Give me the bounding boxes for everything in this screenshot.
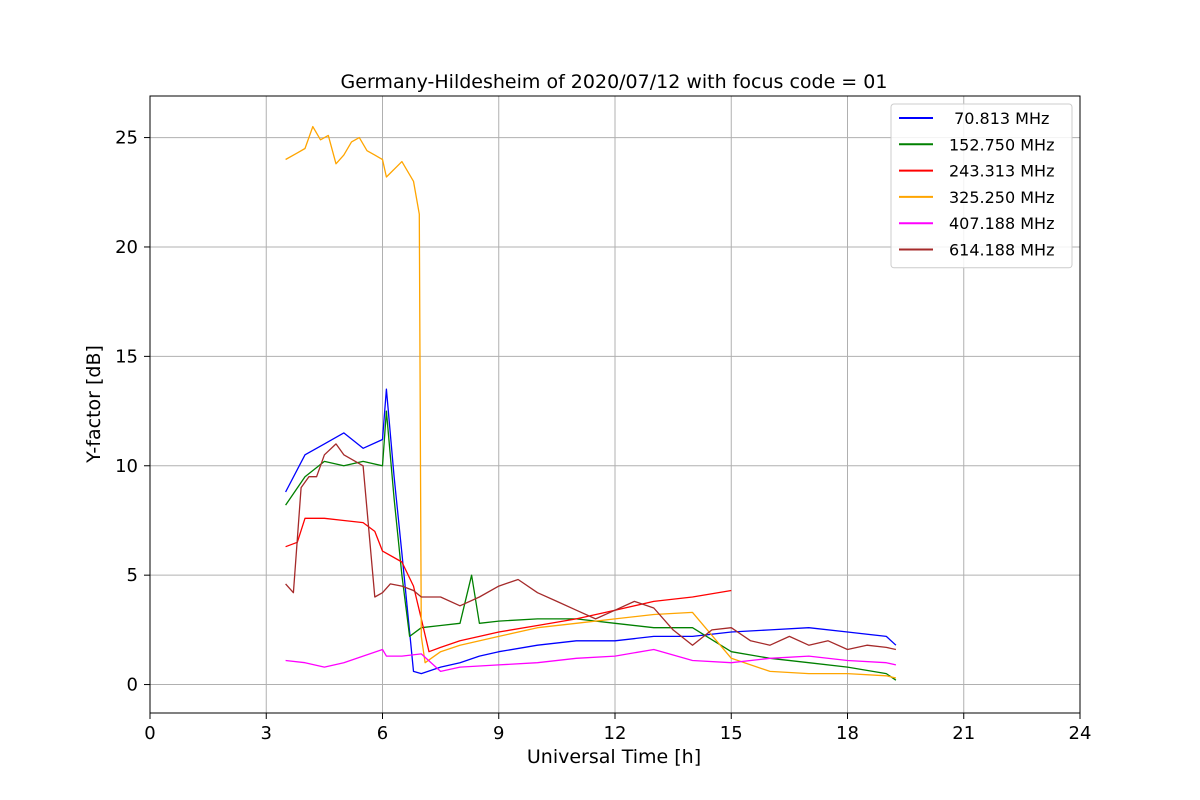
- legend-label: 325.250 MHz: [949, 188, 1054, 207]
- x-tick-label: 0: [144, 723, 155, 744]
- y-tick-label: 10: [115, 456, 138, 477]
- series-line-4: [285, 648, 897, 673]
- y-tick-label: 0: [127, 675, 138, 696]
- y-axis-label: Y-factor [dB]: [83, 345, 105, 464]
- x-tick-label: 6: [377, 723, 388, 744]
- series-line-2: [285, 517, 732, 653]
- x-tick-label: 3: [261, 723, 272, 744]
- x-tick-label: 12: [604, 723, 627, 744]
- x-axis-label: Universal Time [h]: [527, 746, 701, 768]
- x-tick-label: 9: [493, 723, 504, 744]
- plot-series: [285, 125, 897, 681]
- chart-title: Germany-Hildesheim of 2020/07/12 with fo…: [341, 71, 888, 93]
- legend-box: [890, 103, 1073, 269]
- series-line-1: [285, 410, 897, 681]
- x-tick-label: 15: [720, 723, 743, 744]
- legend-label: 70.813 MHz: [949, 109, 1049, 128]
- legend-label: 152.750 MHz: [949, 135, 1054, 154]
- x-tick-label: 24: [1069, 723, 1092, 744]
- series-line-0: [285, 388, 897, 675]
- y-axis: 0 5 10 15 20 25: [115, 128, 150, 696]
- legend-label: 614.188 MHz: [949, 241, 1054, 260]
- series-line-5: [285, 443, 897, 651]
- x-tick-label: 18: [836, 723, 859, 744]
- x-tick-label: 21: [952, 723, 975, 744]
- y-tick-label: 5: [127, 565, 138, 586]
- y-tick-label: 25: [115, 128, 138, 149]
- y-tick-label: 15: [115, 346, 138, 367]
- x-axis: 0 3 6 9 12 15 18 21 24: [144, 713, 1091, 744]
- series-line-3: [285, 125, 897, 679]
- legend-label: 407.188 MHz: [949, 214, 1054, 233]
- legend-label: 243.313 MHz: [949, 162, 1054, 181]
- legend: 70.813 MHz 152.750 MHz 243.313 MHz 325.250 …: [890, 103, 1073, 269]
- y-tick-label: 20: [115, 237, 138, 258]
